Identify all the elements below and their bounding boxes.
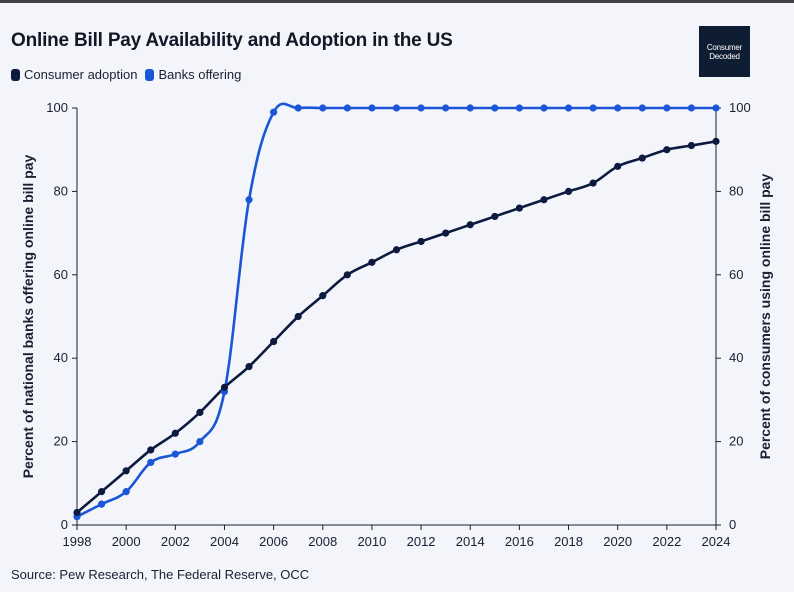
legend-swatch-consumer xyxy=(11,68,20,81)
data-point-banks-offering xyxy=(368,104,376,112)
data-point-consumer-adoption xyxy=(270,337,278,346)
data-point-consumer-adoption xyxy=(515,204,523,212)
legend: Consumer adoption Banks offering xyxy=(11,67,249,82)
legend-swatch-banks xyxy=(145,68,155,81)
data-point-banks-offering xyxy=(196,438,204,446)
logo-line-2: Decoded xyxy=(709,51,740,61)
data-point-consumer-adoption xyxy=(368,258,376,266)
data-point-consumer-adoption xyxy=(97,488,106,496)
series-line-banks-offering xyxy=(75,102,718,518)
data-point-banks-offering xyxy=(245,196,253,204)
data-point-banks-offering xyxy=(491,104,499,112)
data-point-banks-offering xyxy=(343,104,351,112)
x-tick-label: 2010 xyxy=(357,534,386,549)
data-point-consumer-adoption xyxy=(245,362,253,371)
source-note: Source: Pew Research, The Federal Reserv… xyxy=(11,567,310,582)
x-tick-label: 2000 xyxy=(112,534,141,549)
top-rule xyxy=(0,0,794,3)
data-point-banks-offering xyxy=(515,104,523,112)
x-tick-label: 2002 xyxy=(161,534,190,549)
x-tick-label: 2018 xyxy=(554,534,583,549)
legend-item-banks: Banks offering xyxy=(145,67,241,82)
x-tick-label: 2004 xyxy=(210,534,239,549)
data-point-consumer-adoption xyxy=(294,312,302,321)
logo-line-1: Consumer xyxy=(706,42,743,52)
legend-label-banks: Banks offering xyxy=(158,67,242,82)
data-point-consumer-adoption xyxy=(417,237,425,246)
data-point-banks-offering xyxy=(663,104,671,112)
data-point-banks-offering xyxy=(687,104,696,112)
data-point-banks-offering xyxy=(97,500,106,508)
y-tick-label-left: 100 xyxy=(46,100,68,115)
data-point-consumer-adoption xyxy=(196,408,204,417)
data-point-banks-offering xyxy=(466,104,474,112)
y-axis-title-left: Percent of national banks offering onlin… xyxy=(20,154,36,478)
brand-logo: Consumer Decoded xyxy=(699,26,750,77)
x-tick-label: 2024 xyxy=(702,534,731,549)
x-tick-label: 2006 xyxy=(259,534,288,549)
y-tick-label-left: 0 xyxy=(61,517,68,532)
data-point-banks-offering xyxy=(638,104,646,112)
y-tick-label-right: 80 xyxy=(729,183,743,198)
y-tick-label-left: 40 xyxy=(54,350,68,365)
data-point-banks-offering xyxy=(614,104,622,112)
data-point-consumer-adoption xyxy=(147,446,155,454)
data-point-banks-offering xyxy=(442,104,450,112)
data-point-banks-offering xyxy=(171,450,179,458)
data-point-banks-offering xyxy=(392,104,401,112)
data-point-consumer-adoption xyxy=(614,162,622,170)
data-point-consumer-adoption xyxy=(638,154,646,162)
data-point-consumer-adoption xyxy=(73,508,81,517)
data-point-banks-offering xyxy=(270,108,278,116)
data-point-banks-offering xyxy=(319,104,327,112)
y-tick-label-right: 60 xyxy=(729,267,743,282)
y-tick-label-left: 20 xyxy=(54,434,68,449)
chart-title: Online Bill Pay Availability and Adoptio… xyxy=(11,30,453,51)
data-point-consumer-adoption xyxy=(392,246,401,254)
y-tick-label-left: 60 xyxy=(54,267,68,282)
data-point-consumer-adoption xyxy=(687,141,696,150)
x-tick-label: 2008 xyxy=(308,534,337,549)
data-point-consumer-adoption xyxy=(442,229,450,237)
data-point-banks-offering xyxy=(712,104,720,112)
y-tick-label-right: 100 xyxy=(729,100,751,115)
data-point-banks-offering xyxy=(540,104,548,112)
data-point-banks-offering xyxy=(147,458,155,467)
x-tick-label: 2014 xyxy=(456,534,485,549)
y-axis-title-right: Percent of consumers using online bill p… xyxy=(757,174,773,460)
data-point-banks-offering xyxy=(122,488,130,496)
data-point-consumer-adoption xyxy=(319,292,327,300)
data-point-banks-offering xyxy=(564,104,573,112)
series-line-consumer-adoption xyxy=(75,140,718,514)
data-point-banks-offering xyxy=(589,104,597,112)
data-point-consumer-adoption xyxy=(122,467,130,475)
y-tick-label-right: 0 xyxy=(729,517,736,532)
y-tick-label-right: 40 xyxy=(729,350,743,365)
x-tick-label: 2016 xyxy=(505,534,534,549)
x-tick-label: 1998 xyxy=(63,534,92,549)
data-point-consumer-adoption xyxy=(540,196,548,204)
data-point-consumer-adoption xyxy=(220,383,229,391)
data-point-consumer-adoption xyxy=(343,271,351,279)
y-tick-label-left: 80 xyxy=(54,183,68,198)
legend-item-consumer: Consumer adoption xyxy=(11,67,137,82)
data-point-consumer-adoption xyxy=(491,212,499,221)
x-tick-label: 2012 xyxy=(407,534,436,549)
y-tick-label-right: 20 xyxy=(729,434,743,449)
data-point-consumer-adoption xyxy=(589,179,597,187)
data-point-consumer-adoption xyxy=(466,221,474,229)
data-point-consumer-adoption xyxy=(564,187,573,195)
data-point-banks-offering xyxy=(417,104,425,112)
legend-label-consumer: Consumer adoption xyxy=(24,67,138,82)
data-point-consumer-adoption xyxy=(663,146,671,154)
data-point-consumer-adoption xyxy=(712,137,720,145)
data-point-banks-offering xyxy=(294,104,302,112)
x-tick-label: 2022 xyxy=(652,534,681,549)
data-point-consumer-adoption xyxy=(171,429,179,437)
x-tick-label: 2020 xyxy=(603,534,632,549)
